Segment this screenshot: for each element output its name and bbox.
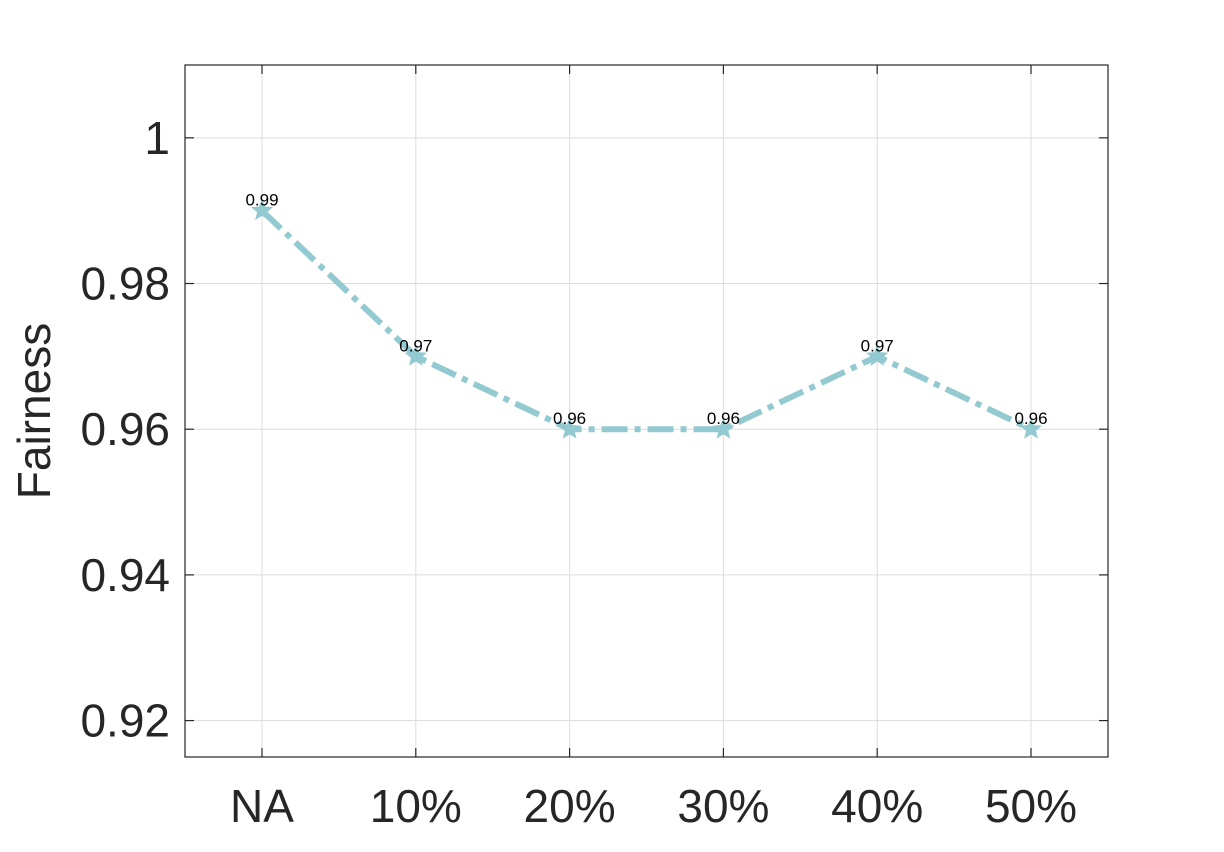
data-labels: 0.99 0.97 0.96 0.96 0.97 0.96 <box>245 191 1047 429</box>
data-point-marker <box>712 417 735 439</box>
y-tick-label: 0.92 <box>80 695 170 747</box>
x-tick-label: 10% <box>370 780 462 832</box>
data-point-marker <box>558 417 581 439</box>
series-layer <box>250 199 1043 439</box>
data-label: 0.96 <box>707 409 740 428</box>
y-tick-label: 0.94 <box>80 549 170 601</box>
x-tick-label: 50% <box>985 780 1077 832</box>
data-point-marker <box>1019 417 1043 439</box>
data-point-marker <box>250 199 274 221</box>
x-tick-label: NA <box>230 780 294 832</box>
y-tick-label: 0.96 <box>80 403 170 455</box>
series-line <box>259 208 1033 433</box>
x-tick-label: 30% <box>677 780 769 832</box>
y-tick-label: 0.98 <box>80 258 170 310</box>
data-point-marker <box>404 344 427 366</box>
grid-lines <box>185 65 1108 757</box>
data-label: 0.97 <box>399 336 432 355</box>
tick-marks <box>185 65 1108 757</box>
axis-labels: NA 10% 20% 30% 40% 50% 0.92 0.94 0.96 0.98 1 <box>80 112 1077 832</box>
data-point-marker <box>866 344 889 366</box>
x-tick-label: 40% <box>831 780 923 832</box>
data-label: 0.99 <box>245 191 278 210</box>
x-tick-label: 20% <box>524 780 616 832</box>
y-axis-label: Fairness <box>8 323 60 499</box>
data-label: 0.96 <box>553 409 586 428</box>
y-tick-label: 1 <box>144 112 170 164</box>
data-label: 0.96 <box>1014 409 1047 428</box>
data-label: 0.97 <box>861 336 894 355</box>
plot-area-frame <box>184 64 1109 758</box>
